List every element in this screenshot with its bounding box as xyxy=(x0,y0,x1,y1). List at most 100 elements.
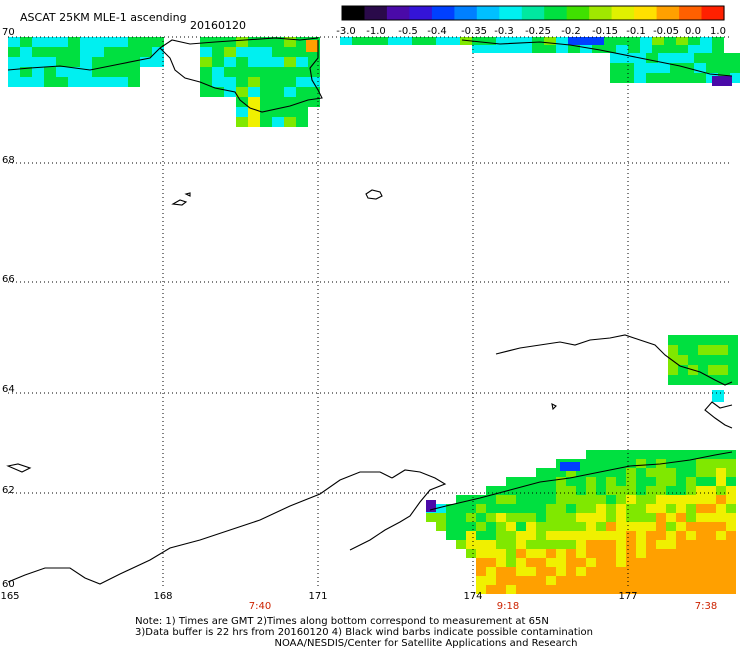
lat-label: 60 xyxy=(2,579,15,590)
wind-cell xyxy=(592,37,604,45)
wind-cell xyxy=(606,549,616,558)
wind-cell xyxy=(116,67,128,77)
colorbar-segment xyxy=(701,6,725,20)
island-1 xyxy=(365,189,383,200)
wind-cell xyxy=(716,567,726,576)
wind-cell xyxy=(656,522,666,531)
wind-cell xyxy=(634,63,646,73)
wind-cell xyxy=(526,495,536,504)
wind-cell xyxy=(616,450,626,459)
colorbar-segment xyxy=(499,6,523,20)
wind-cell xyxy=(566,531,576,540)
wind-cell xyxy=(506,477,516,486)
wind-cell xyxy=(476,504,486,513)
wind-cell xyxy=(668,335,678,345)
wind-cell xyxy=(496,540,506,549)
wind-cell xyxy=(656,567,666,576)
wind-cell xyxy=(556,576,566,585)
wind-cell xyxy=(726,504,736,513)
wind-cell xyxy=(676,567,686,576)
wind-cell xyxy=(32,77,44,87)
wind-cell xyxy=(546,531,556,540)
wind-cell xyxy=(284,87,296,97)
wind-cell xyxy=(556,567,566,576)
wind-cell xyxy=(646,63,658,73)
time-label: 7:40 xyxy=(248,601,272,612)
wind-cell xyxy=(536,468,546,477)
wind-cell xyxy=(140,57,152,67)
wind-cell xyxy=(516,585,526,594)
wind-cell xyxy=(688,345,698,355)
wind-cell xyxy=(506,531,516,540)
wind-cell xyxy=(506,558,516,567)
wind-cell xyxy=(456,513,466,522)
wind-cell xyxy=(248,117,260,127)
wind-cell xyxy=(676,495,686,504)
wind-cell xyxy=(32,67,44,77)
wind-cell xyxy=(636,576,646,585)
wind-cell xyxy=(556,486,566,495)
wind-cell xyxy=(8,37,20,47)
wind-cell xyxy=(694,73,706,83)
colorbar-segment xyxy=(521,6,545,20)
wind-cell xyxy=(686,468,696,477)
wind-cell xyxy=(516,576,526,585)
wind-cell xyxy=(560,462,570,471)
wind-cell xyxy=(486,486,496,495)
lon-label: 168 xyxy=(153,591,173,602)
wind-cell xyxy=(586,531,596,540)
wind-cell xyxy=(140,47,152,57)
coast-small-island xyxy=(6,463,32,473)
wind-cell xyxy=(616,477,626,486)
wind-cell xyxy=(476,513,486,522)
wind-cell xyxy=(696,576,706,585)
wind-cell xyxy=(364,37,376,45)
chart-title: ASCAT 25KM MLE-1 ascending xyxy=(20,11,187,24)
wind-cell xyxy=(224,67,236,77)
wind-cell xyxy=(606,531,616,540)
wind-cell xyxy=(284,57,296,67)
wind-cell xyxy=(456,531,466,540)
wind-cell xyxy=(476,558,486,567)
wind-cell xyxy=(506,486,516,495)
wind-cell xyxy=(248,87,260,97)
wind-cell xyxy=(668,375,678,385)
wind-cell xyxy=(128,77,140,87)
wind-cell xyxy=(726,567,736,576)
wind-cell xyxy=(626,459,636,468)
wind-cell xyxy=(424,37,436,45)
wind-cell xyxy=(646,459,656,468)
wind-cell xyxy=(596,450,606,459)
wind-cell xyxy=(576,495,586,504)
wind-cell xyxy=(604,37,616,45)
wind-cell xyxy=(92,77,104,87)
wind-cell xyxy=(296,57,308,67)
wind-cell xyxy=(616,522,626,531)
wind-cell xyxy=(694,63,706,73)
wind-cell xyxy=(516,540,526,549)
wind-cell xyxy=(44,67,56,77)
wind-cell xyxy=(260,107,272,117)
wind-cell xyxy=(726,558,736,567)
wind-cell xyxy=(616,513,626,522)
wind-cell xyxy=(306,40,318,52)
wind-cell xyxy=(706,585,716,594)
lat-label: 64 xyxy=(2,384,15,395)
wind-cell xyxy=(712,45,724,53)
wind-cell xyxy=(236,77,248,87)
wind-cell xyxy=(496,486,506,495)
wind-cell xyxy=(636,558,646,567)
colorbar-label: -0.1 xyxy=(626,26,646,37)
wind-cell xyxy=(448,37,460,45)
wind-cell xyxy=(224,47,236,57)
wind-cell xyxy=(284,97,296,107)
wind-cell xyxy=(104,57,116,67)
lat-label: 66 xyxy=(2,274,15,285)
wind-cell xyxy=(706,540,716,549)
wind-cell xyxy=(516,495,526,504)
wind-cell xyxy=(666,468,676,477)
colorbar-segment xyxy=(679,6,703,20)
time-label: 9:18 xyxy=(496,601,520,612)
wind-cell xyxy=(456,495,466,504)
wind-cell xyxy=(686,459,696,468)
